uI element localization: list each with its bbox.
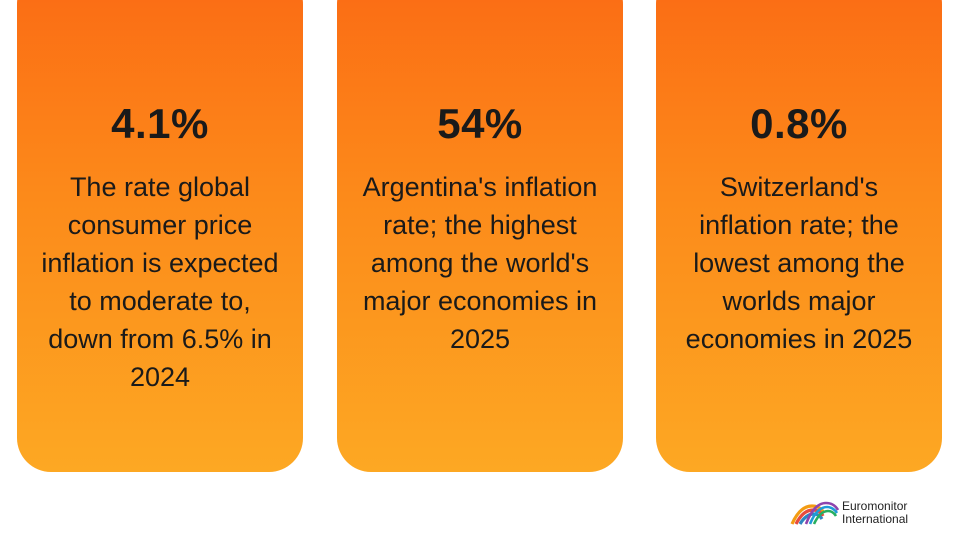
description-line: inflation rate; the bbox=[699, 210, 899, 240]
rainbow-arches-icon bbox=[790, 501, 840, 525]
stat-value: 0.8% bbox=[750, 100, 848, 147]
logo-line: International bbox=[842, 512, 909, 526]
stat-card-argentina: 54% Argentina's inflation rate; the high… bbox=[337, 0, 623, 472]
description-line: rate; the highest bbox=[383, 210, 577, 240]
description-line: inflation is expected bbox=[41, 248, 279, 278]
description-line: lowest among the bbox=[693, 248, 905, 278]
description-line: major economies in bbox=[362, 286, 598, 316]
stat-description: Switzerland's inflation rate; the lowest… bbox=[662, 168, 936, 358]
logo-wordmark: Euromonitor International bbox=[842, 500, 908, 526]
euromonitor-logo: Euromonitor International bbox=[790, 497, 940, 527]
description-line: consumer price bbox=[67, 210, 253, 240]
description-line: Switzerland's bbox=[719, 172, 879, 202]
stat-description: The rate global consumer price inflation… bbox=[23, 168, 297, 396]
description-line: economies in 2025 bbox=[685, 324, 913, 354]
stat-description: Argentina's inflation rate; the highest … bbox=[343, 168, 617, 358]
description-line: The rate global bbox=[69, 172, 251, 202]
stat-value: 4.1% bbox=[111, 100, 209, 147]
stat-card-switzerland: 0.8% Switzerland's inflation rate; the l… bbox=[656, 0, 942, 472]
stat-value: 54% bbox=[437, 100, 523, 147]
logo-line: Euromonitor bbox=[842, 499, 908, 513]
description-line: Argentina's inflation bbox=[362, 172, 598, 202]
stat-card-global: 4.1% The rate global consumer price infl… bbox=[17, 0, 303, 472]
description-line: 2025 bbox=[449, 324, 511, 354]
description-line: 2024 bbox=[129, 362, 191, 392]
description-line: among the world's bbox=[370, 248, 590, 278]
description-line: to moderate to, bbox=[69, 286, 251, 316]
description-line: down from 6.5% in bbox=[48, 324, 272, 354]
description-line: worlds major bbox=[722, 286, 876, 316]
